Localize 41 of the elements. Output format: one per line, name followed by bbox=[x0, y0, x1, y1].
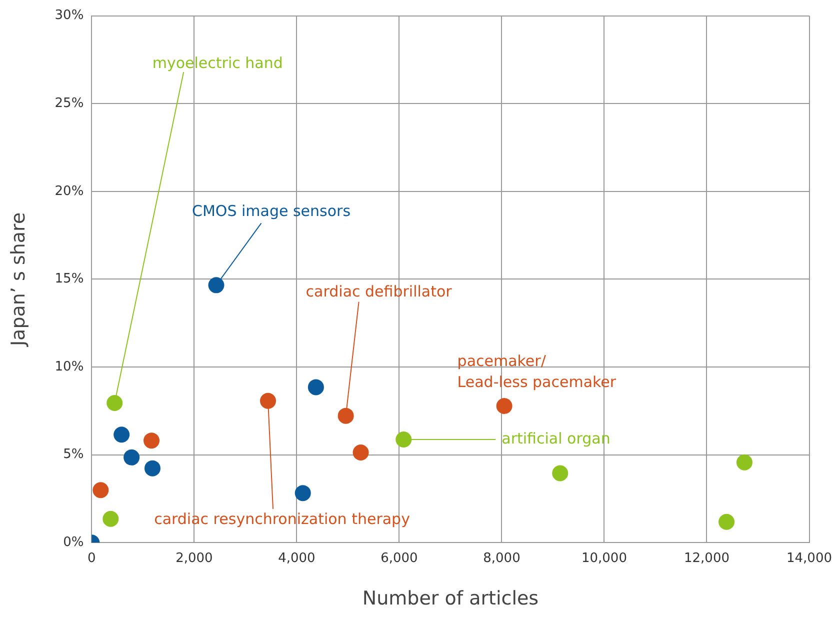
point bbox=[92, 482, 109, 498]
x-tick-label: 2,000 bbox=[176, 550, 213, 566]
y-tick-label: 20% bbox=[54, 184, 84, 199]
annotation: artificial organ bbox=[502, 429, 610, 448]
x-tick-label: 12,000 bbox=[684, 550, 730, 566]
y-tick-label: 25% bbox=[54, 96, 84, 111]
point bbox=[144, 460, 160, 476]
x-tick-label: 0 bbox=[88, 550, 96, 566]
x-tick-label: 8,000 bbox=[483, 550, 520, 566]
x-tick-label: 6,000 bbox=[380, 550, 418, 566]
x-axis-title: Number of articles bbox=[362, 588, 539, 610]
y-tick-label: 10% bbox=[54, 359, 84, 374]
annotation: CMOS image sensors bbox=[192, 202, 351, 220]
point bbox=[114, 426, 130, 443]
point bbox=[294, 485, 311, 502]
y-tick-label: 15% bbox=[54, 272, 84, 287]
point bbox=[124, 449, 140, 466]
annotation: cardiac resynchronization therapy bbox=[154, 510, 410, 528]
point bbox=[718, 514, 735, 530]
point bbox=[396, 432, 412, 448]
point bbox=[260, 392, 276, 409]
annotation: myoelectric hand bbox=[152, 54, 283, 72]
point bbox=[102, 510, 119, 527]
x-tick-label: 14,000 bbox=[786, 550, 832, 566]
point bbox=[496, 398, 512, 414]
annotation: pacemaker/ Lead-less pacemaker bbox=[457, 352, 617, 391]
point bbox=[308, 379, 324, 396]
point bbox=[736, 454, 752, 470]
x-tick-label: 10,000 bbox=[581, 550, 627, 566]
point bbox=[552, 465, 568, 482]
point bbox=[352, 444, 369, 461]
y-tick-label: 30% bbox=[54, 8, 84, 24]
point bbox=[208, 277, 224, 294]
y-axis-title: Japan’ s share bbox=[7, 212, 30, 348]
point bbox=[338, 408, 354, 424]
y-tick-label: 5% bbox=[63, 447, 84, 462]
x-tick-label: 4,000 bbox=[278, 550, 316, 566]
point bbox=[106, 395, 123, 411]
annotation: cardiac defibrillator bbox=[306, 282, 453, 301]
point bbox=[144, 432, 160, 449]
y-tick-label: 0% bbox=[63, 534, 84, 550]
